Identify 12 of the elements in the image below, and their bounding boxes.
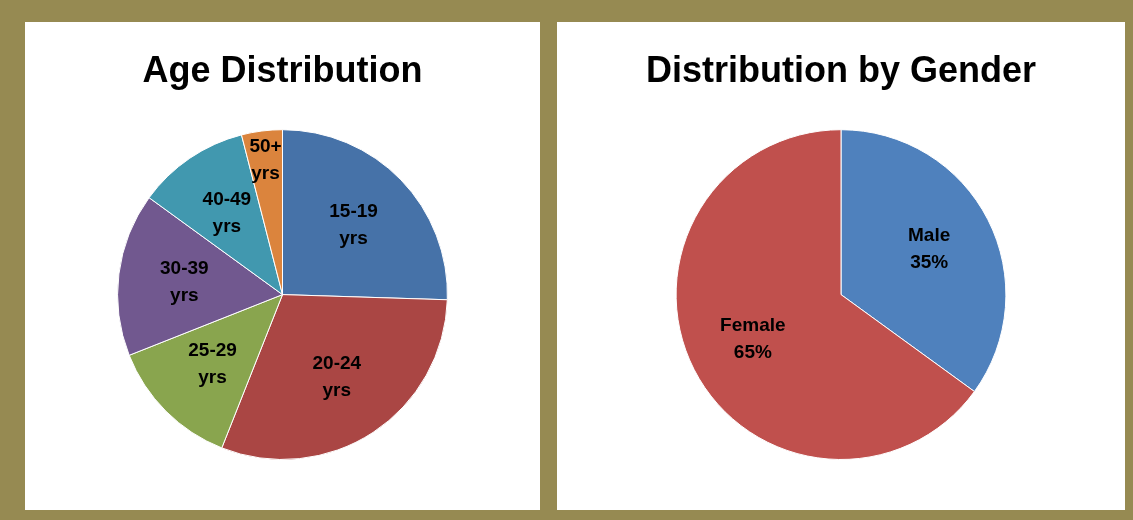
- slice-label: 15-19 yrs: [329, 200, 378, 249]
- chart-title: Distribution by Gender: [645, 48, 1037, 90]
- slice-label: 20-24 yrs: [312, 352, 362, 401]
- slice-label: 50+ yrs: [249, 135, 282, 184]
- data-label: 65%: [733, 341, 772, 363]
- slice-label: 25-29 yrs: [188, 339, 237, 388]
- chart-title: Age Distribution: [142, 48, 423, 90]
- slice-label: 40-49 yrs: [202, 187, 252, 236]
- slice-label: Female: [720, 314, 786, 336]
- slice-label: Male: [908, 224, 951, 246]
- data-label: 35%: [910, 251, 949, 273]
- slice-label: 30-39 yrs: [160, 256, 209, 305]
